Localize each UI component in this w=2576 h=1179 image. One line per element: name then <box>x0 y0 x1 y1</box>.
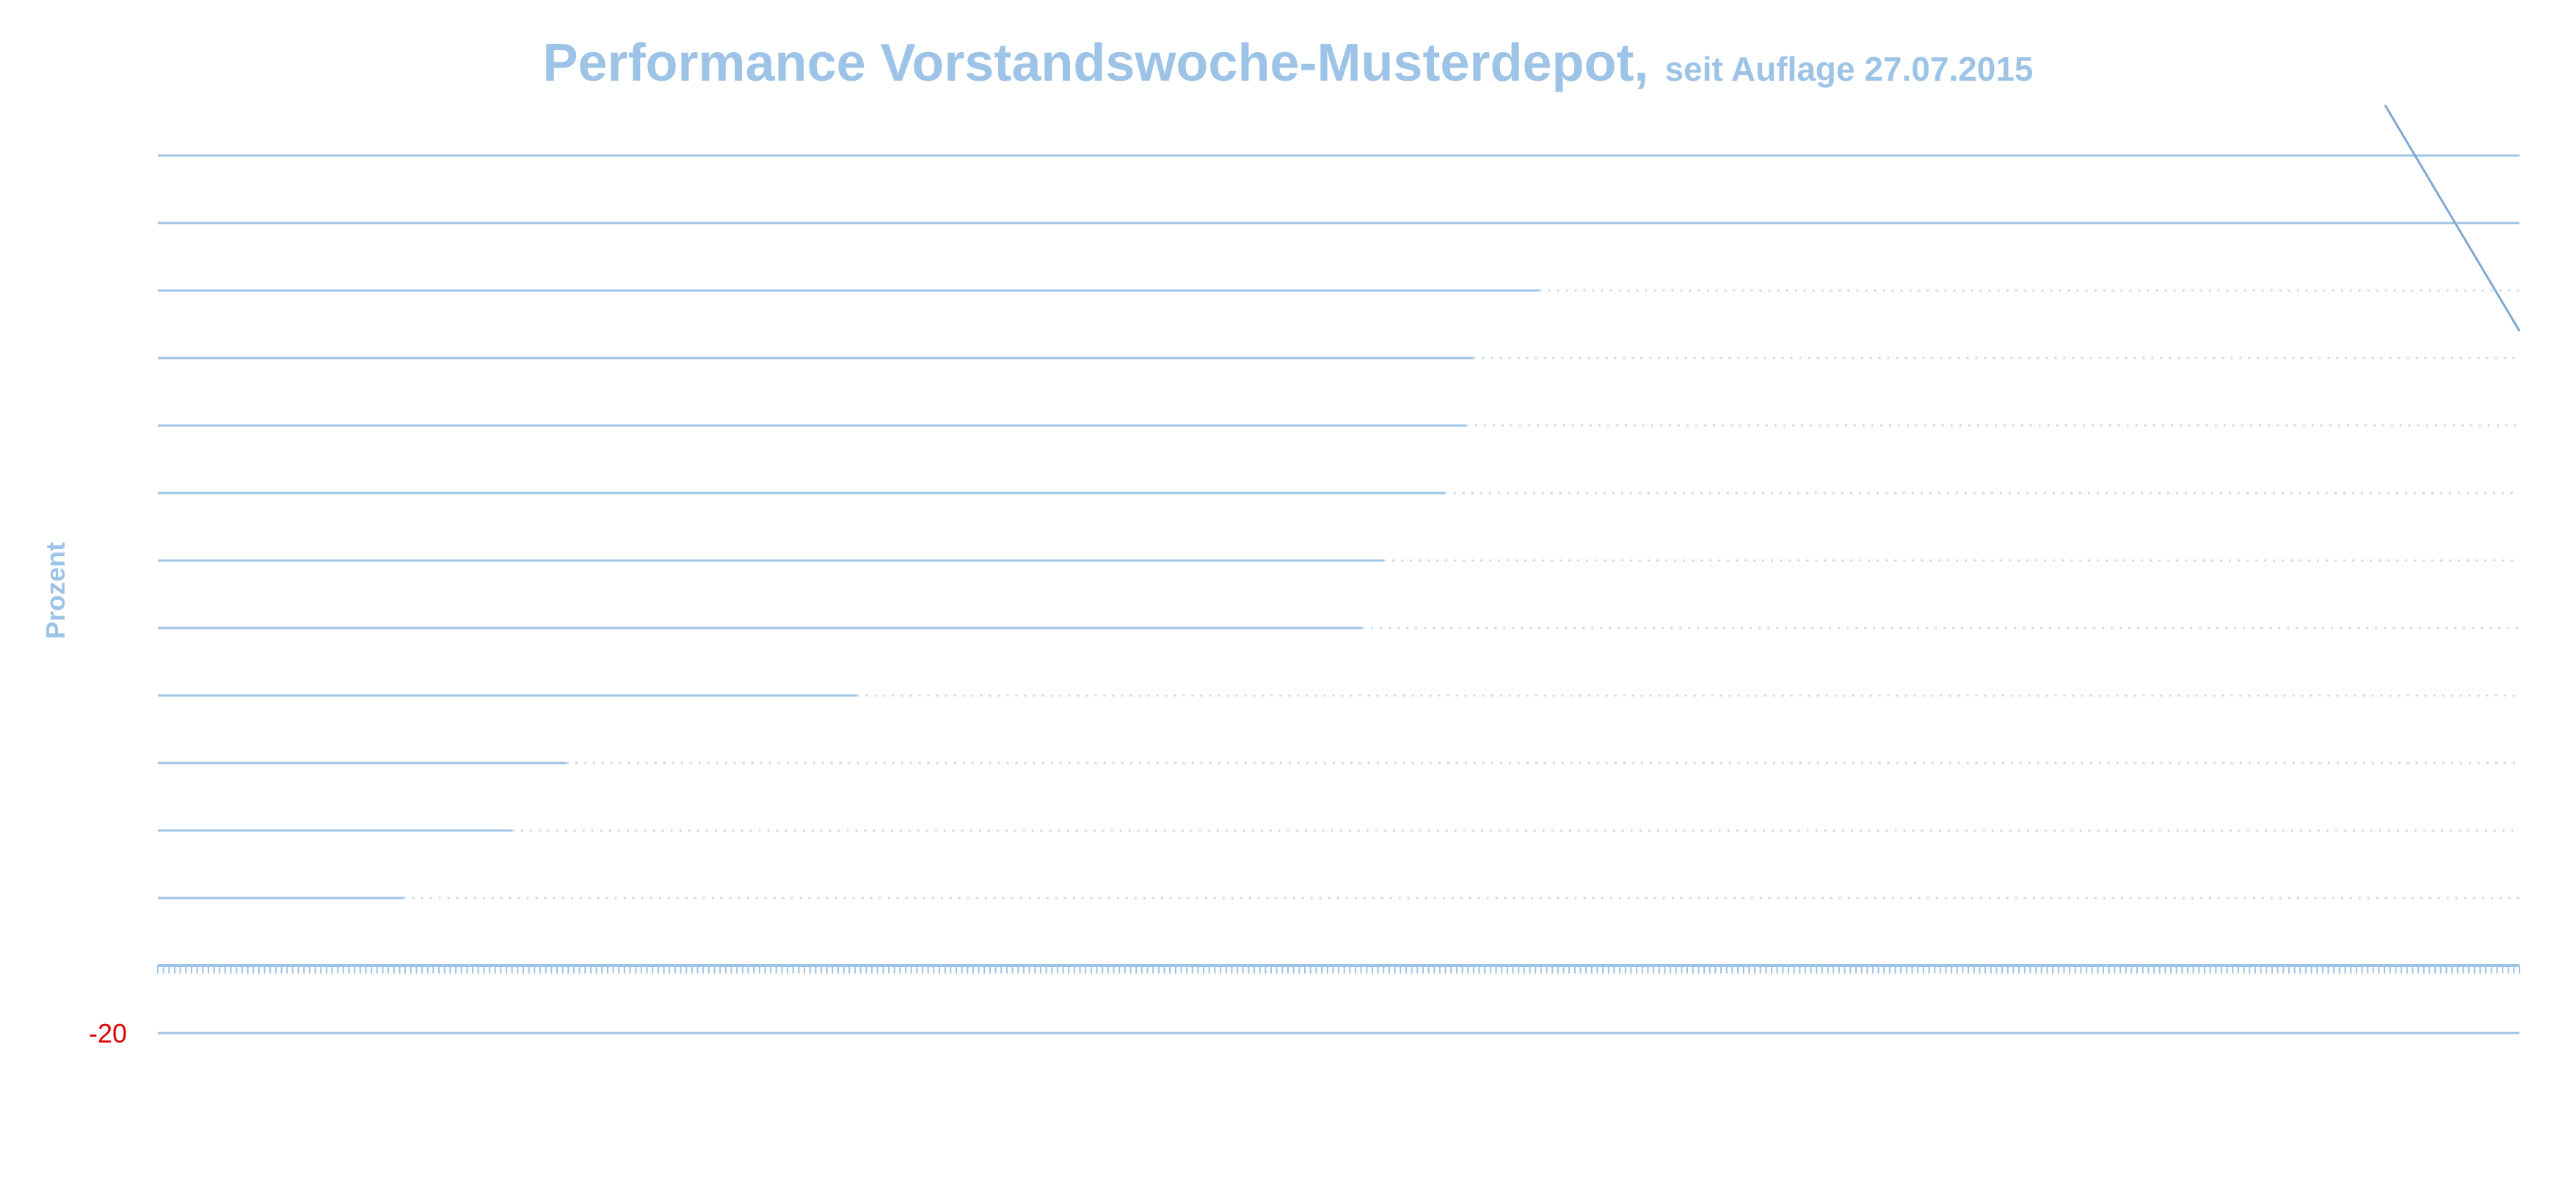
y-tick-label: -20 <box>89 1018 127 1048</box>
chart-title: Performance Vorstandswoche-Musterdepot, … <box>542 34 2033 92</box>
y-axis-label: Prozent <box>40 542 70 639</box>
chart-subtitle: seit Auflage 27.07.2015 <box>1664 50 2033 88</box>
series-line <box>2384 104 2521 332</box>
plot-area: -20 <box>89 104 2521 1048</box>
x-axis-ticks <box>157 966 2520 974</box>
chart-title-main: Performance Vorstandswoche-Musterdepot, <box>542 34 1648 92</box>
